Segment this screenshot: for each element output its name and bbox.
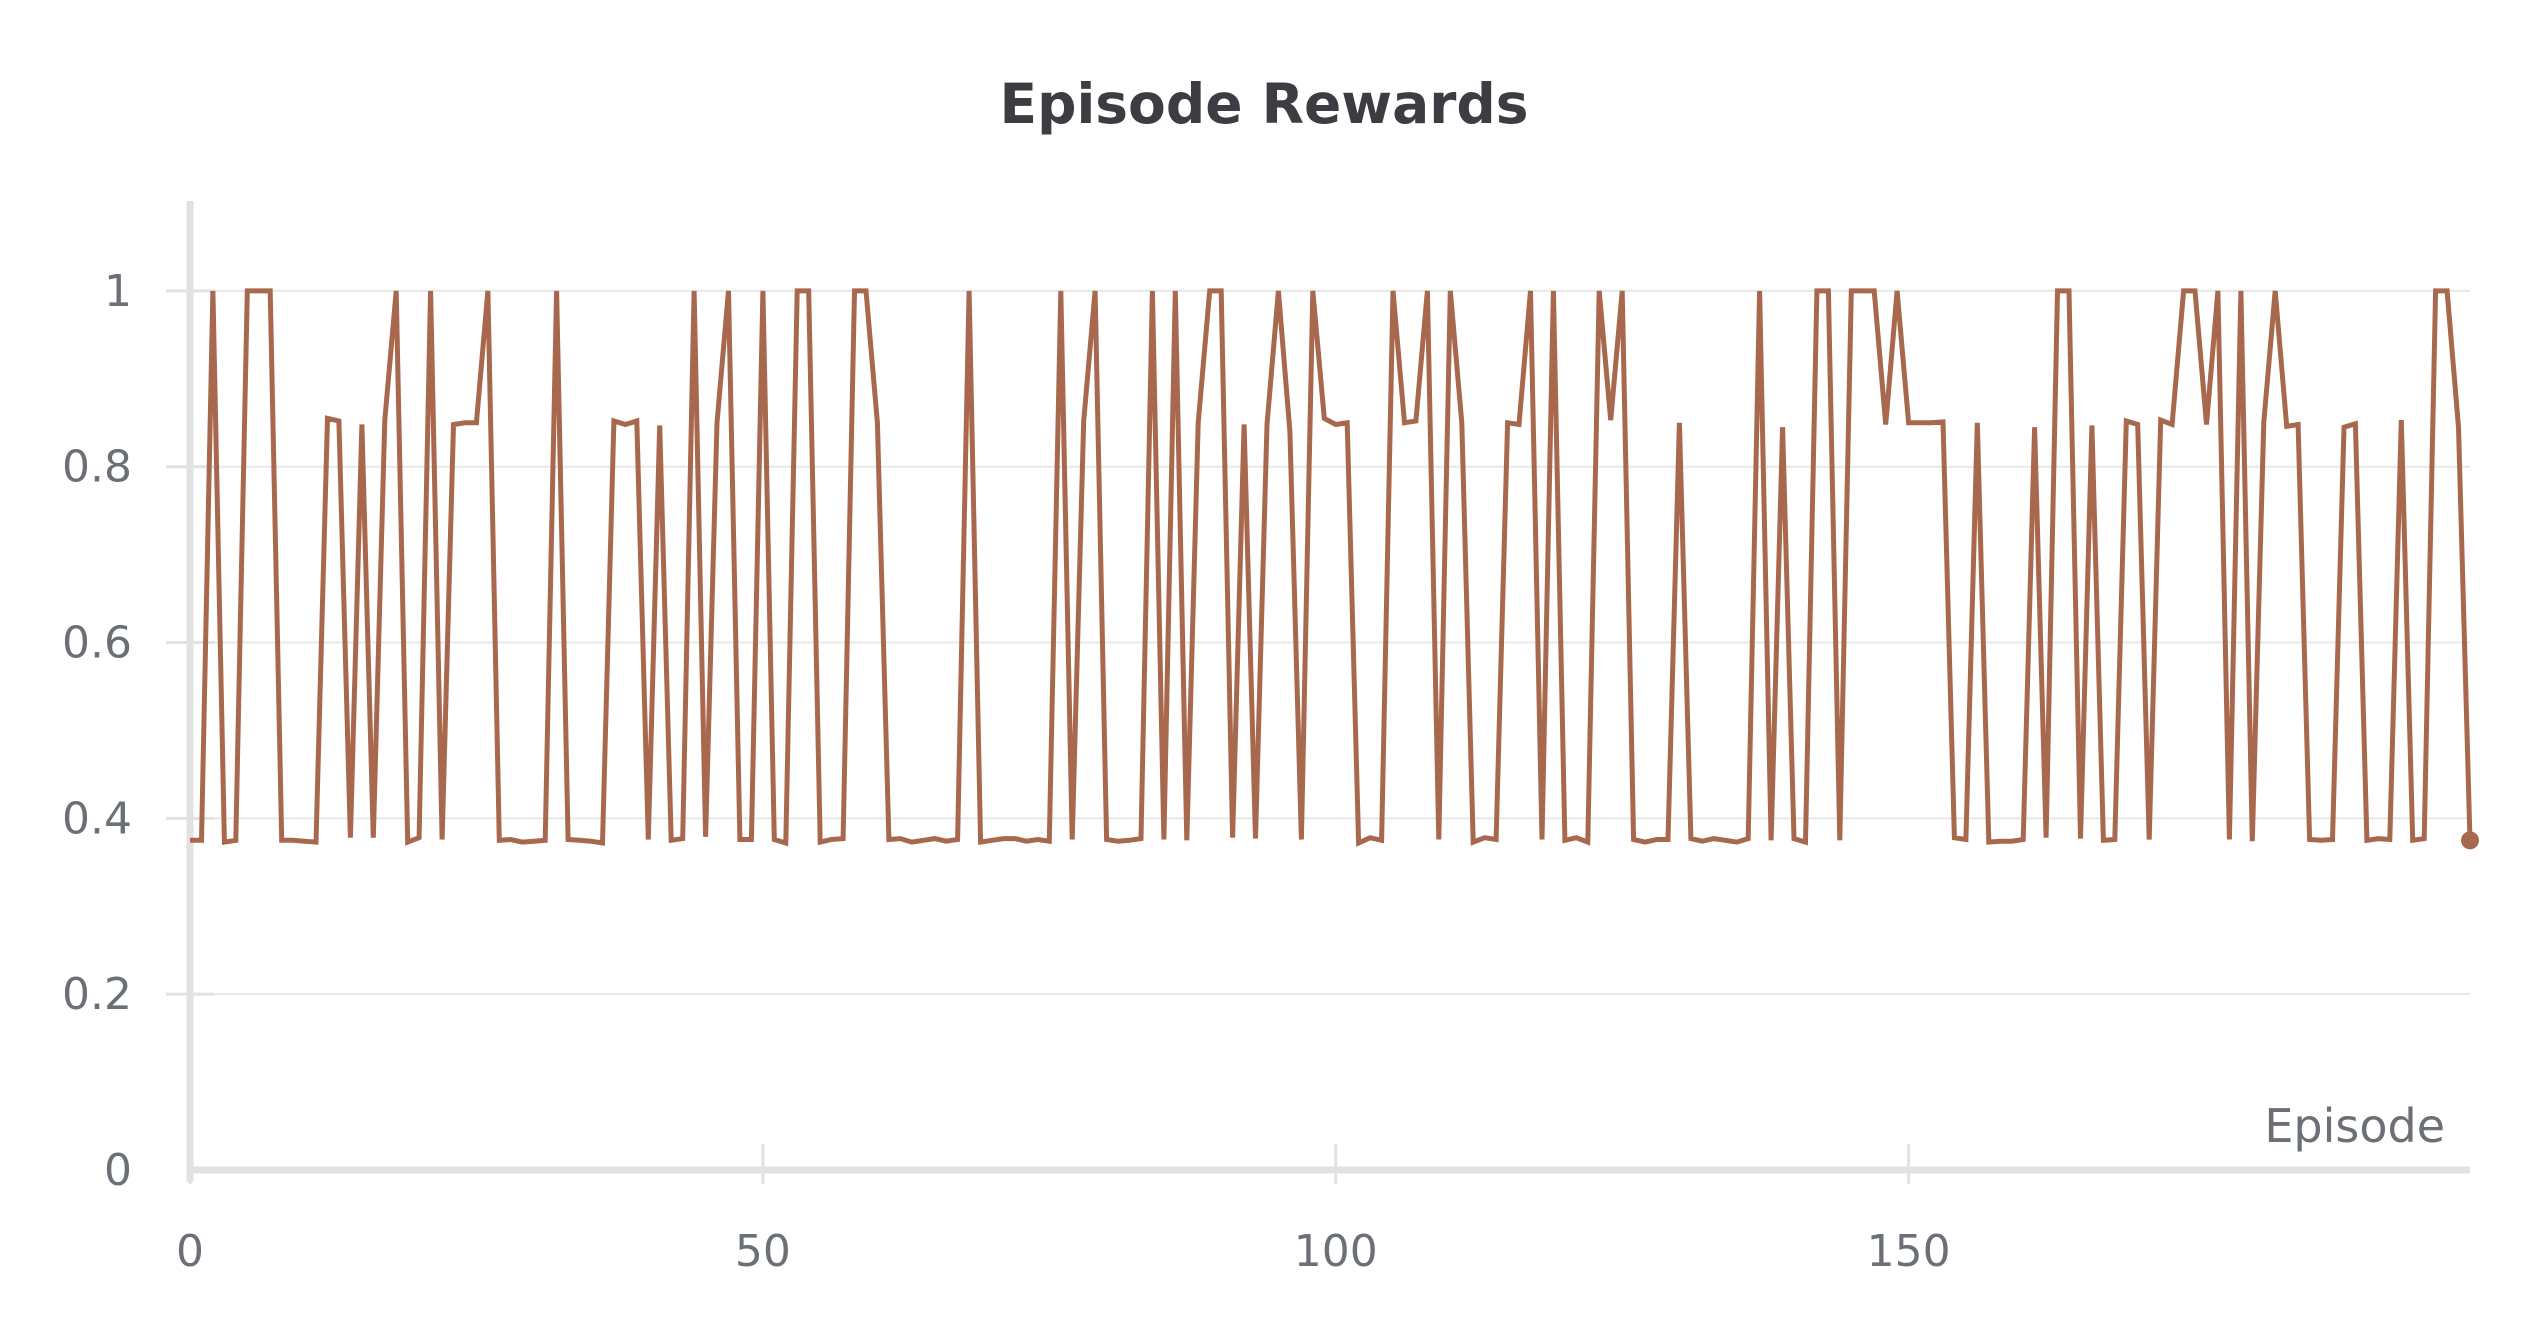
series-line <box>190 288 2473 847</box>
series-end-point <box>2461 831 2479 850</box>
y-tick-label: 0 <box>104 1145 132 1196</box>
x-tick-label: 50 <box>735 1226 791 1277</box>
x-axis-title: Episode <box>2264 1099 2445 1153</box>
axes <box>186 201 2470 1182</box>
y-tick-label: 0.6 <box>62 618 132 669</box>
y-tick-label: 1 <box>104 266 132 317</box>
chart-title: Episode Rewards <box>999 72 1529 136</box>
y-axis-ticks: 0 0.2 0.4 0.6 0.8 1 <box>62 266 214 1196</box>
x-tick-label: 150 <box>1867 1226 1951 1277</box>
x-tick-label: 0 <box>176 1226 204 1277</box>
y-tick-label: 0.4 <box>62 793 132 844</box>
x-tick-label: 100 <box>1294 1226 1378 1277</box>
y-tick-label: 0.2 <box>62 969 132 1020</box>
x-axis-ticks: 0 50 100 150 <box>176 1144 1951 1277</box>
grid-lines <box>190 289 2470 996</box>
series-group <box>190 288 2479 850</box>
y-tick-label: 0.8 <box>62 442 132 493</box>
